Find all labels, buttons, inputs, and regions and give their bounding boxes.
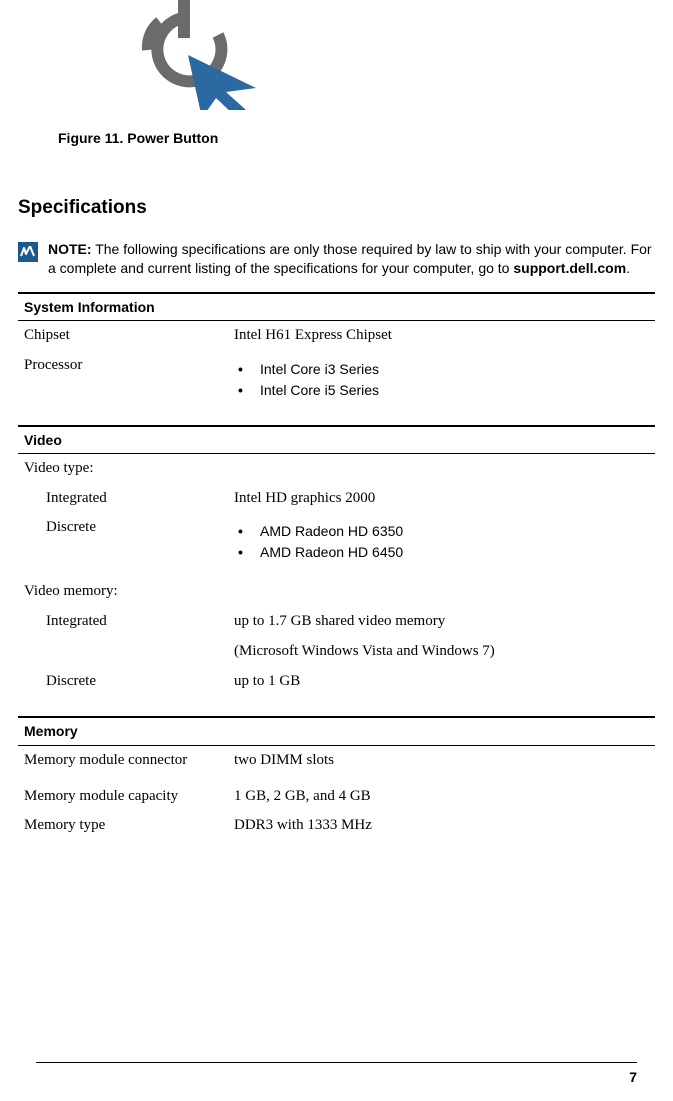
table-row: Memory type DDR3 with 1333 MHz [18, 811, 655, 841]
spec-value: two DIMM slots [234, 750, 649, 772]
video-table: Video type: Integrated Intel HD graphics… [18, 454, 655, 697]
specifications-heading: Specifications [18, 194, 655, 222]
note-label: NOTE: [48, 241, 92, 257]
spec-value: Intel H61 Express Chipset [234, 325, 649, 347]
list-item: Intel Core i5 Series [234, 380, 649, 401]
spec-label: Chipset [24, 325, 234, 347]
spec-value: 1 GB, 2 GB, and 4 GB [234, 786, 649, 808]
table-row: Processor Intel Core i3 Series Intel Cor… [18, 351, 655, 405]
spec-label: Discrete [24, 517, 234, 563]
memory-table: Memory module connector two DIMM slots M… [18, 746, 655, 841]
note-text: NOTE: The following specifications are o… [48, 240, 655, 278]
table-row: Chipset Intel H61 Express Chipset [18, 321, 655, 351]
spec-label: Processor [24, 355, 234, 401]
spec-value [234, 581, 649, 603]
section-title-memory: Memory [18, 718, 655, 744]
spec-value: up to 1 GB [234, 671, 649, 693]
table-row: Discrete AMD Radeon HD 6350 AMD Radeon H… [18, 513, 655, 567]
spec-value: Intel HD graphics 2000 [234, 488, 649, 510]
power-button-figure [98, 0, 268, 110]
spec-label: Discrete [24, 671, 234, 693]
spec-value [234, 458, 649, 480]
note-block: NOTE: The following specifications are o… [18, 240, 655, 278]
sysinfo-table: Chipset Intel H61 Express Chipset Proces… [18, 321, 655, 405]
spec-label: Video memory: [24, 581, 234, 603]
spec-label: Integrated [24, 611, 234, 633]
spec-value: up to 1.7 GB shared video memory [234, 611, 649, 633]
spec-label: Memory module connector [24, 750, 234, 772]
page-number: 7 [629, 1067, 637, 1087]
spec-label: Video type: [24, 458, 234, 480]
list-item: AMD Radeon HD 6450 [234, 542, 649, 563]
spec-value: Intel Core i3 Series Intel Core i5 Serie… [234, 355, 649, 401]
footer-divider [36, 1062, 637, 1063]
note-icon [18, 242, 38, 262]
section-title-video: Video [18, 427, 655, 453]
spec-label: Memory module capacity [24, 786, 234, 808]
figure-region: Figure 11. Power Button [18, 0, 655, 148]
list-item: AMD Radeon HD 6350 [234, 521, 649, 542]
table-row: Video type: [18, 454, 655, 484]
spec-label: Integrated [24, 488, 234, 510]
spec-value-note: (Microsoft Windows Vista and Windows 7) [18, 637, 655, 667]
note-link: support.dell.com [513, 260, 626, 276]
table-row: Memory module connector two DIMM slots [18, 746, 655, 776]
spec-value: AMD Radeon HD 6350 AMD Radeon HD 6450 [234, 517, 649, 563]
table-row: Video memory: [18, 577, 655, 607]
section-title-sysinfo: System Information [18, 294, 655, 320]
spec-label: Memory type [24, 815, 234, 837]
note-body-2: . [626, 260, 630, 276]
spec-list: AMD Radeon HD 6350 AMD Radeon HD 6450 [234, 521, 649, 563]
table-row: Discrete up to 1 GB [18, 667, 655, 697]
list-item: Intel Core i3 Series [234, 359, 649, 380]
table-row: Memory module capacity 1 GB, 2 GB, and 4… [18, 782, 655, 812]
table-row: Integrated up to 1.7 GB shared video mem… [18, 607, 655, 637]
table-row: Integrated Intel HD graphics 2000 [18, 484, 655, 514]
spec-value: DDR3 with 1333 MHz [234, 815, 649, 837]
figure-caption: Figure 11. Power Button [58, 128, 218, 148]
spec-list: Intel Core i3 Series Intel Core i5 Serie… [234, 359, 649, 401]
